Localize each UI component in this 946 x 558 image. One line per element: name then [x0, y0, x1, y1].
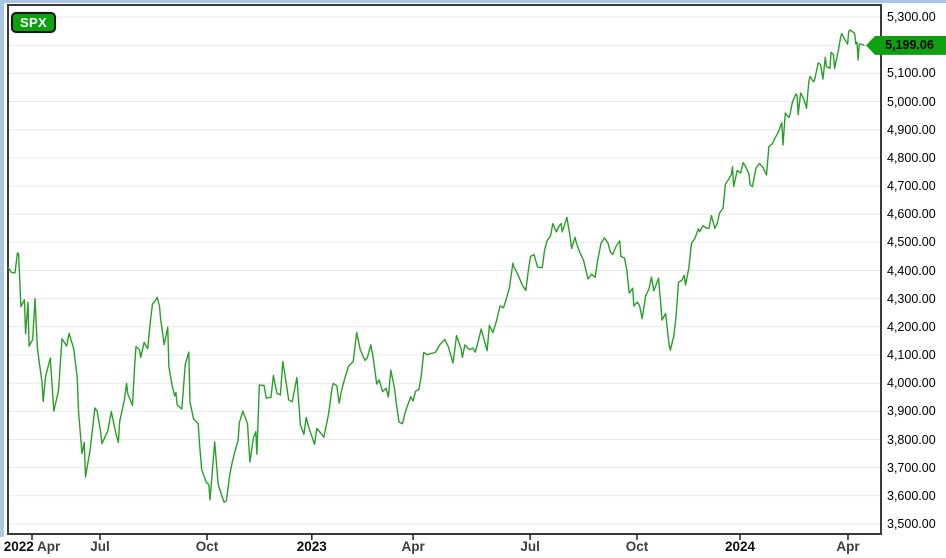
- x-axis-label: Jul: [90, 539, 110, 554]
- y-axis-label: 4,800.00: [887, 150, 936, 165]
- y-axis-label: 4,700.00: [887, 179, 936, 193]
- x-axis-label: Oct: [625, 539, 649, 554]
- x-axis-label: Jul: [520, 539, 540, 554]
- y-axis-label: 4,200.00: [887, 319, 936, 334]
- window-edge-left: [0, 0, 4, 537]
- x-axis-label: 2024: [724, 539, 756, 554]
- y-axis-label: 3,600.00: [887, 488, 936, 503]
- symbol-badge[interactable]: SPX: [11, 12, 56, 33]
- y-axis-label: 4,600.00: [887, 207, 936, 222]
- x-axis-label: 2022 Apr: [3, 539, 61, 554]
- y-axis-label: 3,900.00: [887, 404, 936, 419]
- y-axis-label: 3,800.00: [887, 432, 936, 447]
- plot-border: [7, 4, 882, 535]
- y-axis-label: 3,500.00: [887, 517, 936, 531]
- x-axis-label: Oct: [195, 539, 219, 554]
- y-axis-label: 5,000.00: [887, 94, 936, 109]
- y-axis-label: 5,300.00: [887, 10, 936, 24]
- x-tick-marks: [31, 534, 849, 540]
- last-price-badge: 5,199.06: [866, 35, 946, 55]
- y-axis-label: 4,500.00: [887, 235, 936, 250]
- symbol-badge-label: SPX: [20, 15, 47, 30]
- x-axis-label: 2023: [296, 539, 327, 554]
- window-edge-top: [0, 0, 946, 3]
- x-axis-label: Apr: [836, 539, 860, 554]
- y-axis-label: 4,000.00: [887, 376, 936, 391]
- gridlines: [9, 16, 880, 525]
- y-axis-label: 5,100.00: [887, 66, 936, 81]
- x-axis-label: Apr: [401, 539, 425, 554]
- y-axis-label: 4,900.00: [887, 122, 936, 137]
- y-axis-label: 4,100.00: [887, 348, 936, 362]
- y-axis-label: 3,700.00: [887, 460, 936, 475]
- price-line: [7, 29, 865, 503]
- last-price-label: 5,199.06: [885, 38, 934, 53]
- y-axis-label: 4,400.00: [887, 263, 936, 278]
- y-axis-label: 4,300.00: [887, 291, 936, 306]
